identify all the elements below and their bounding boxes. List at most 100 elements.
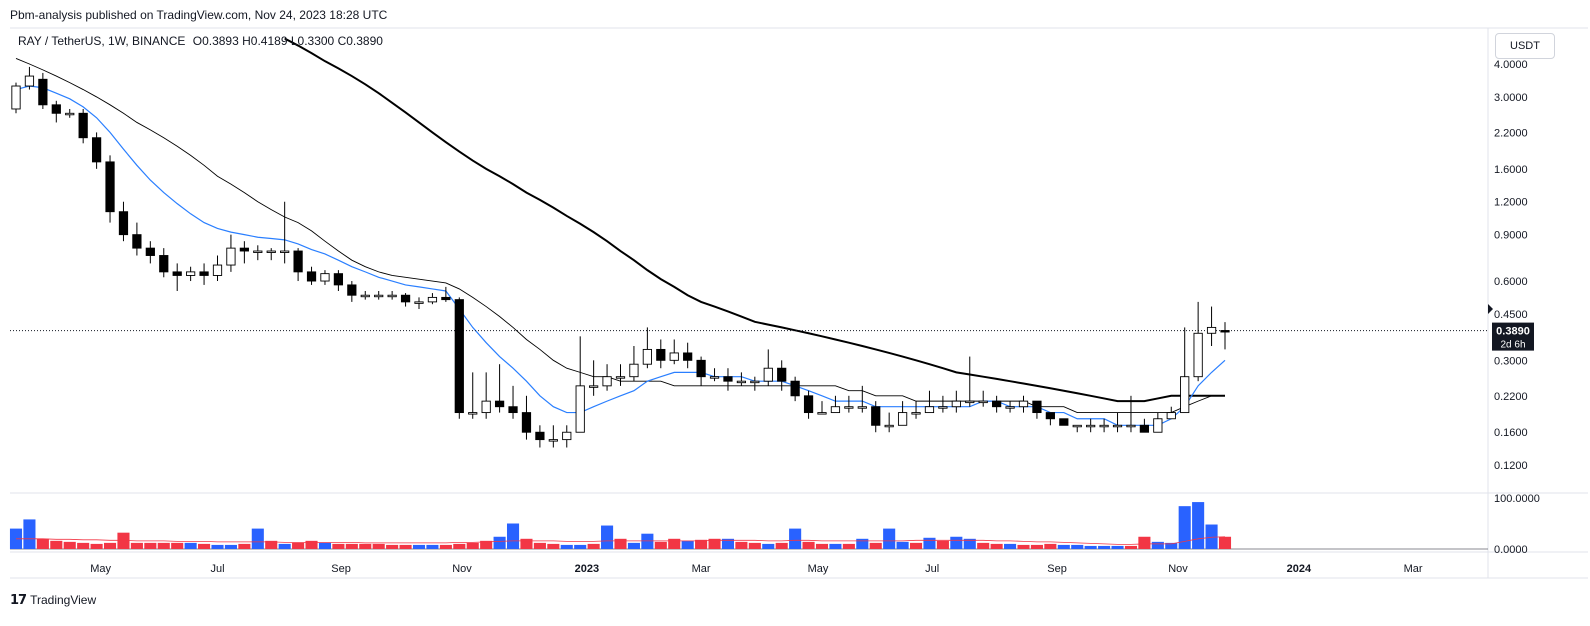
- candle: [186, 266, 196, 282]
- candle-body: [750, 380, 760, 384]
- volume-bar: [708, 538, 721, 549]
- volume-bar: [1084, 545, 1097, 549]
- candle: [1206, 306, 1217, 347]
- volume-bar: [1017, 544, 1030, 549]
- candle-body: [266, 250, 276, 253]
- candle: [521, 395, 532, 440]
- volume-bar: [117, 532, 130, 549]
- volume-bar: [950, 536, 963, 549]
- candle-body: [212, 264, 223, 276]
- candle-body: [817, 412, 827, 415]
- candle-body: [1180, 376, 1190, 414]
- volume-bar: [681, 540, 694, 549]
- price-tag: [1492, 322, 1534, 351]
- candle: [1045, 412, 1055, 426]
- volume-bar: [1098, 545, 1111, 549]
- volume-bar: [345, 543, 358, 549]
- volume-bar: [1030, 544, 1043, 549]
- candle-body: [911, 412, 921, 415]
- candle: [1193, 301, 1203, 382]
- volume-bar: [614, 538, 627, 549]
- candle-body: [186, 271, 196, 276]
- volume-bar: [802, 541, 815, 549]
- candle-body: [24, 75, 35, 87]
- candle-body: [575, 385, 585, 433]
- candle: [441, 286, 451, 302]
- candle: [132, 222, 142, 256]
- candle-body: [1193, 332, 1203, 378]
- candle-body: [306, 271, 317, 282]
- volume-bar: [278, 543, 291, 549]
- candle: [911, 401, 921, 419]
- volume-bar: [251, 528, 264, 549]
- candle-body: [1045, 412, 1055, 420]
- candle-body: [642, 348, 652, 365]
- symbol-legend[interactable]: RAY / TetherUS, 1W, BINANCE O0.3893 H0.4…: [18, 34, 383, 48]
- time-axis-ticks: May Jul Sep Nov 2023 Mar May Jul Sep Nov 2024 Mar: [90, 563, 1423, 575]
- candle-body: [347, 284, 357, 296]
- candle: [1220, 322, 1230, 350]
- volume-bar: [1165, 542, 1178, 549]
- candle-body: [924, 406, 935, 414]
- candle: [427, 293, 438, 305]
- volume-bar: [533, 542, 546, 549]
- candle: [293, 248, 303, 282]
- candle-body: [118, 211, 129, 236]
- volume-bar: [1111, 545, 1124, 549]
- candle: [508, 385, 518, 419]
- legend-low: L0.3300: [290, 34, 335, 48]
- candle-body: [226, 247, 236, 266]
- time-tick-label: Sep: [331, 563, 351, 575]
- volume-bar: [668, 538, 681, 549]
- price-tick-label: 0.4500: [1494, 309, 1528, 321]
- candle-body: [199, 271, 209, 276]
- candle: [387, 290, 397, 300]
- candle: [172, 263, 182, 291]
- volume-bar: [923, 537, 936, 549]
- time-tick-label: 2023: [575, 563, 599, 575]
- price-tick-label: 2.2000: [1494, 127, 1528, 139]
- candle: [212, 255, 223, 282]
- candle-body: [1139, 424, 1150, 433]
- tradingview-footer[interactable]: 𝟭𝟳 TradingView: [10, 592, 96, 608]
- volume-bar: [869, 542, 882, 549]
- candle: [656, 339, 666, 369]
- volume-bar: [224, 544, 237, 549]
- volume-bar: [77, 542, 90, 549]
- candle: [226, 234, 236, 272]
- candle: [494, 364, 505, 413]
- volume-bar: [856, 538, 869, 549]
- candle: [602, 364, 612, 391]
- volume-bar: [292, 542, 305, 549]
- candle-body: [1153, 418, 1163, 433]
- volume-bar: [641, 533, 654, 549]
- volume-bar: [520, 538, 533, 549]
- candle: [803, 390, 814, 419]
- candle-body: [253, 250, 263, 253]
- candle: [280, 201, 290, 264]
- time-tick-label: 2024: [1287, 563, 1312, 575]
- candle-body: [1086, 424, 1096, 428]
- candle-body: [521, 412, 532, 433]
- volume-bar: [426, 544, 439, 549]
- time-tick-label: Mar: [692, 563, 711, 575]
- time-tick-label: Jul: [210, 563, 224, 575]
- candle: [374, 290, 384, 300]
- candle: [1180, 327, 1190, 414]
- candle: [844, 395, 854, 413]
- volume-bar: [977, 542, 990, 549]
- candle-body: [1166, 412, 1176, 420]
- candle: [468, 372, 478, 419]
- candle-body: [481, 400, 491, 414]
- candle-body: [615, 376, 626, 379]
- candle: [938, 395, 948, 413]
- candle: [884, 412, 894, 433]
- candle-body: [374, 294, 384, 298]
- currency-selector[interactable]: USDT: [1495, 33, 1555, 59]
- candle: [24, 66, 35, 90]
- candle: [615, 364, 626, 386]
- time-tick-label: May: [808, 563, 829, 575]
- candle-body: [951, 400, 961, 408]
- candle: [91, 132, 102, 169]
